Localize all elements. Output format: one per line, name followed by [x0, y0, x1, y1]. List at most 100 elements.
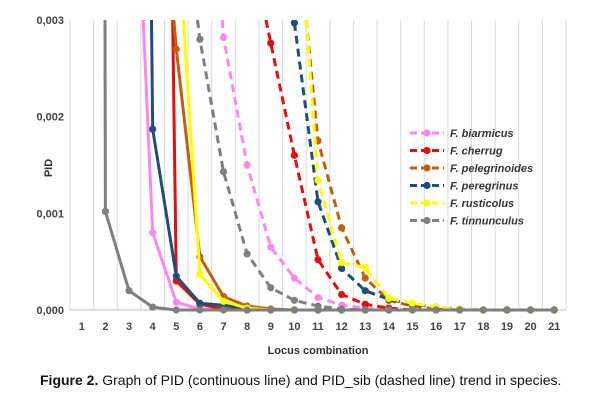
- x-tick-label: 7: [220, 321, 226, 333]
- x-tick-label: 10: [288, 321, 300, 333]
- data-point: [385, 294, 393, 302]
- x-tick-label: 3: [126, 321, 132, 333]
- data-point: [219, 168, 228, 176]
- legend-label: F. peregrinus: [450, 181, 518, 193]
- x-tick-label: 2: [102, 321, 108, 333]
- data-point: [290, 20, 298, 27]
- data-point: [219, 33, 228, 42]
- data-point: [550, 306, 558, 314]
- data-point: [456, 306, 464, 314]
- data-point: [196, 306, 204, 314]
- y-tick-label: 0,001: [36, 208, 64, 220]
- x-tick-label: 1: [79, 321, 85, 333]
- data-point: [361, 274, 369, 282]
- data-point: [219, 297, 228, 305]
- data-point: [361, 306, 369, 314]
- data-point: [338, 306, 346, 314]
- data-point: [361, 263, 369, 272]
- x-tick-label: 19: [501, 321, 513, 333]
- data-point: [314, 176, 322, 185]
- figure-caption: Figure 2. Graph of PID (continuous line)…: [40, 372, 580, 388]
- x-tick-label: 20: [524, 321, 536, 333]
- data-point: [243, 250, 251, 258]
- x-tick-label: 18: [477, 321, 489, 333]
- data-point: [101, 207, 110, 215]
- x-tick-label: 21: [548, 321, 560, 333]
- legend-label: F. rusticolus: [450, 198, 514, 210]
- y-tick-label: 0,002: [36, 112, 64, 124]
- data-point: [338, 259, 346, 267]
- legend-label: F. cherrug: [450, 146, 503, 158]
- data-point: [432, 306, 440, 314]
- legend-marker: [423, 181, 431, 190]
- legend-marker: [423, 129, 431, 137]
- data-point: [338, 290, 346, 299]
- data-point: [267, 306, 275, 314]
- legend-item: F. tinnunculus: [410, 216, 524, 228]
- data-point: [314, 198, 322, 206]
- legend-item: F. rusticolus: [410, 198, 514, 210]
- legend-item: F. biarmicus: [410, 128, 514, 140]
- series-line: [264, 20, 555, 312]
- series-solid-f-tinnunculus: [101, 20, 558, 314]
- legend-marker: [423, 216, 431, 225]
- data-point: [172, 306, 180, 314]
- legend-marker: [423, 146, 431, 155]
- data-point: [290, 274, 298, 282]
- series-line: [220, 20, 555, 312]
- data-point: [149, 303, 157, 311]
- data-point: [338, 224, 346, 232]
- legend-marker: [423, 164, 431, 172]
- data-point: [479, 306, 487, 314]
- grid-layer: [69, 20, 567, 310]
- data-point: [172, 45, 180, 53]
- legend-label: F. biarmicus: [450, 128, 514, 140]
- x-tick-label: 5: [173, 321, 179, 333]
- legend-label: F. pelegrinoides: [450, 163, 533, 175]
- data-point: [290, 296, 298, 304]
- caption-label: Figure 2.: [40, 372, 99, 388]
- legend-label: F. tinnunculus: [450, 216, 524, 228]
- x-tick-label: 6: [197, 321, 203, 333]
- data-point: [219, 306, 228, 314]
- data-point: [408, 306, 417, 314]
- x-tick-label: 14: [383, 321, 396, 333]
- data-point: [172, 272, 180, 280]
- data-point: [196, 270, 204, 278]
- data-point: [290, 306, 298, 314]
- legend: F. biarmicus F. cherrug F. pelegrinoides F.…: [410, 128, 533, 228]
- data-point: [314, 293, 322, 302]
- x-tick-label: 12: [335, 321, 347, 333]
- y-tick-label: 0,000: [36, 305, 64, 317]
- x-tick-label: 16: [430, 321, 442, 333]
- x-tick-label: 11: [312, 321, 324, 333]
- data-point: [526, 306, 535, 314]
- x-tick-label: 17: [454, 321, 466, 333]
- legend-item: F. cherrug: [410, 146, 503, 158]
- x-tick-label: 15: [406, 321, 418, 333]
- data-point: [361, 300, 369, 308]
- data-point: [125, 287, 133, 295]
- caption-text: Graph of PID (continuous line) and PID_s…: [98, 372, 562, 388]
- legend-marker: [423, 199, 431, 207]
- x-axis-title: Locus combination: [268, 345, 369, 357]
- x-tick-label: 13: [359, 321, 371, 333]
- series-layer: [101, 20, 558, 314]
- data-point: [196, 35, 204, 43]
- data-point: [196, 299, 204, 307]
- data-point: [385, 306, 393, 314]
- data-point: [314, 256, 322, 264]
- legend-item: F. pelegrinoides: [410, 163, 533, 175]
- y-axis-title: PID: [43, 159, 55, 177]
- data-point: [149, 125, 157, 133]
- data-point: [361, 287, 369, 295]
- data-point: [314, 306, 322, 314]
- data-point: [503, 306, 511, 314]
- data-point: [408, 299, 417, 307]
- data-point: [149, 229, 157, 237]
- data-point: [338, 264, 346, 273]
- x-tick-label: 4: [150, 321, 157, 333]
- legend-item: F. peregrinus: [410, 181, 518, 193]
- data-point: [267, 284, 275, 292]
